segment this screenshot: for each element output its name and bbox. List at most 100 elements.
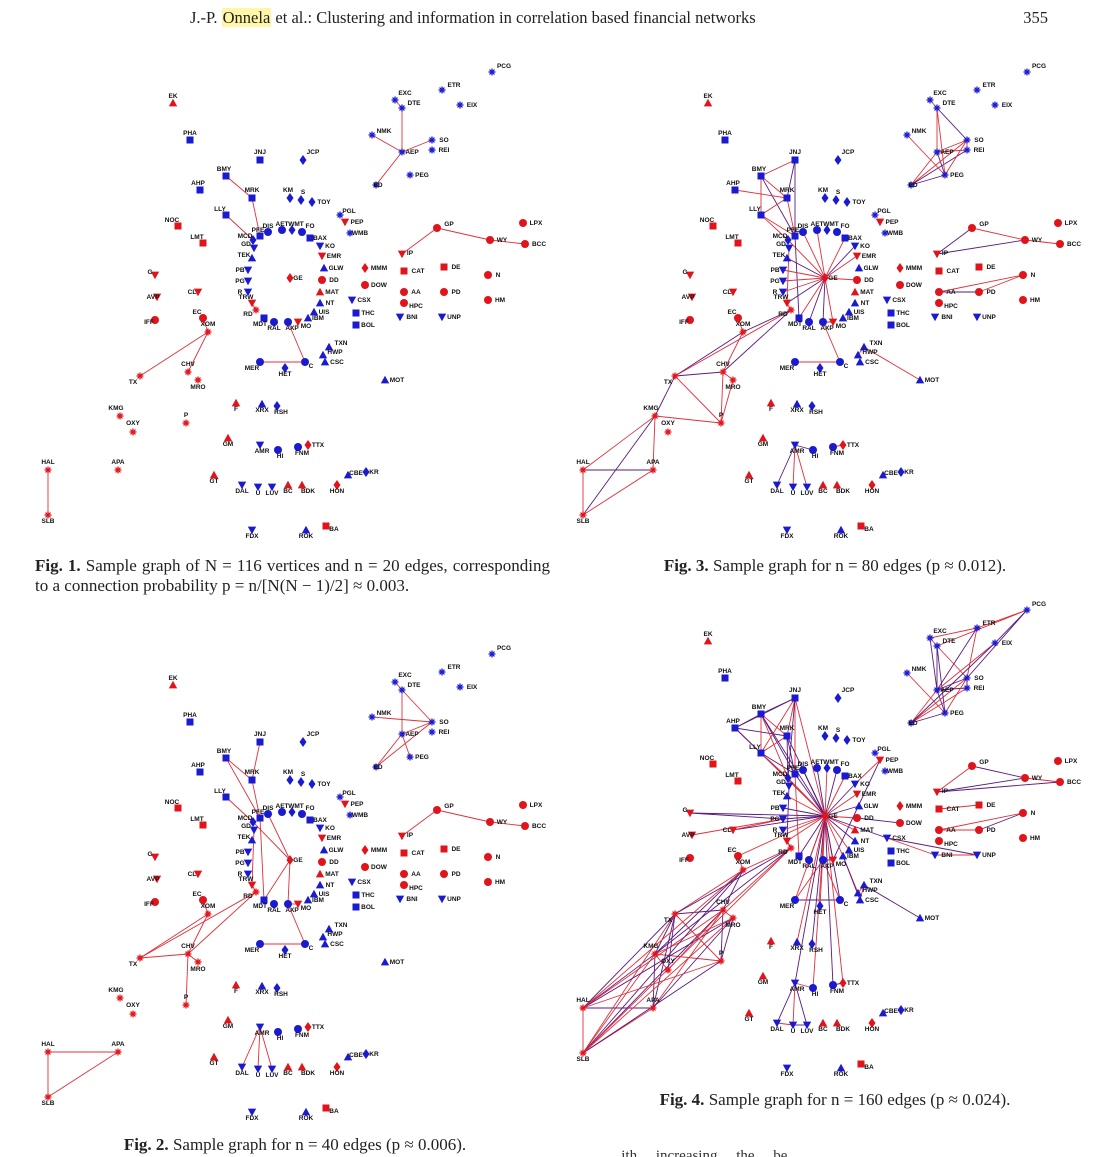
node-nmk: NMK: [368, 710, 392, 721]
node-label-gp: GP: [979, 221, 989, 228]
diamond-marker-icon: [333, 480, 341, 490]
triangle-down-marker-icon: [347, 296, 357, 305]
node-so: SO: [428, 718, 449, 726]
node-ba: BA: [322, 1104, 339, 1115]
node-fo: FO: [298, 805, 315, 818]
node-label-bol: BOL: [896, 322, 910, 329]
square-marker-icon: [734, 239, 742, 247]
node-label-pcg: PCG: [497, 645, 511, 652]
triangle-up-marker-icon: [231, 398, 241, 407]
node-label-csc: CSC: [865, 359, 879, 366]
node-label-c: C: [844, 901, 849, 908]
node-label-ko: KO: [325, 243, 335, 250]
triangle-down-marker-icon: [778, 815, 788, 824]
square-marker-icon: [256, 232, 264, 240]
triangle-down-marker-icon: [253, 483, 263, 492]
triangle-down-marker-icon: [150, 271, 160, 280]
node-label-de: DE: [451, 264, 461, 271]
asterisk-marker-icon: [114, 466, 122, 474]
edge-AEP-ED: [910, 689, 938, 724]
node-label-jcp: JCP: [842, 149, 855, 156]
node-pb: PB: [235, 266, 253, 275]
node-de: DE: [975, 263, 996, 271]
node-dte: DTE: [933, 100, 956, 112]
node-label-tx: TX: [129, 961, 138, 968]
node-ko: KO: [315, 824, 335, 833]
triangle-up-marker-icon: [318, 350, 328, 359]
triangle-down-marker-icon: [778, 288, 788, 297]
node-ahp: AHP: [191, 180, 206, 194]
triangle-up-marker-icon: [853, 350, 863, 359]
node-rsh: RSH: [808, 939, 823, 954]
asterisk-marker-icon: [438, 86, 446, 94]
node-emr: EMR: [317, 834, 342, 843]
square-marker-icon: [887, 321, 895, 329]
node-label-pep: PEP: [350, 219, 364, 226]
node-label-gt: GT: [209, 1060, 218, 1067]
edge-AEP-ED: [375, 151, 403, 186]
asterisk-marker-icon: [182, 1001, 190, 1009]
edge-MRK-PFE: [251, 197, 261, 237]
asterisk-marker-icon: [579, 466, 587, 474]
asterisk-marker-icon: [116, 994, 124, 1002]
node-label-f: F: [234, 406, 238, 413]
node-label-mmm: MMM: [906, 265, 922, 272]
node-ek: EK: [703, 93, 713, 107]
node-label-jcp: JCP: [307, 149, 320, 156]
node-label-emr: EMR: [862, 253, 877, 260]
diamond-marker-icon: [304, 440, 312, 450]
square-marker-icon: [306, 234, 314, 242]
edge-AMR-U: [792, 982, 796, 1026]
node-bcc: BCC: [521, 822, 546, 830]
node-label-xom: XOM: [201, 903, 216, 910]
diamond-marker-icon: [897, 467, 905, 477]
node-mer: MER: [780, 358, 799, 372]
edge-XOM-CHV: [187, 331, 209, 373]
circle-marker-icon: [968, 762, 976, 770]
triangle-down-marker-icon: [340, 218, 350, 227]
circle-marker-icon: [799, 766, 807, 774]
circle-marker-icon: [400, 288, 408, 296]
edge-KMG-HAL: [582, 415, 656, 471]
node-fdx: FDX: [781, 1064, 794, 1078]
edge-CHV-RD: [187, 891, 257, 955]
triangle-up-marker-icon: [223, 433, 233, 442]
node-s: S: [297, 771, 306, 787]
node-dte: DTE: [933, 638, 956, 650]
square-marker-icon: [256, 156, 264, 164]
edge-AEP-PEG: [936, 689, 946, 714]
node-bni: BNI: [395, 895, 418, 904]
diamond-marker-icon: [288, 807, 296, 817]
node-label-mrk: MRK: [780, 725, 795, 732]
node-label-bmy: BMY: [217, 166, 232, 173]
node-lpx: LPX: [1054, 757, 1078, 765]
node-pg: PG: [770, 277, 788, 286]
circle-marker-icon: [486, 236, 494, 244]
node-cat: CAT: [935, 267, 959, 275]
edge-GP-WY: [971, 227, 1026, 241]
node-label-ec: EC: [192, 891, 201, 898]
edge-GE-FO: [824, 769, 838, 817]
diamond-marker-icon: [299, 737, 307, 747]
edge-AEP-ED: [910, 151, 938, 186]
node-ttx: TTX: [839, 440, 860, 450]
node-label-kmg: KMG: [643, 405, 658, 412]
triangle-up-marker-icon: [853, 888, 863, 897]
square-marker-icon: [440, 845, 448, 853]
edge-LLY-PFE: [760, 752, 796, 775]
node-oxy: OXY: [661, 420, 676, 436]
node-hwp: HWP: [318, 349, 343, 359]
diamond-marker-icon: [273, 983, 281, 993]
node-apa: APA: [111, 459, 125, 474]
node-mo: MO: [828, 856, 846, 868]
node-fnm: FNM: [294, 443, 309, 457]
node-gd: GD: [241, 241, 259, 253]
edge-DTE-SO: [936, 645, 968, 679]
node-rei: REI: [428, 146, 450, 154]
node-oxy: OXY: [126, 1002, 141, 1018]
node-label-iff: IFF: [144, 901, 154, 908]
edge-MRO-APA: [652, 917, 734, 1009]
node-label-lmt: LMT: [190, 816, 203, 823]
author-highlight[interactable]: Onnela: [221, 8, 272, 27]
node-gp: GP: [968, 221, 989, 232]
